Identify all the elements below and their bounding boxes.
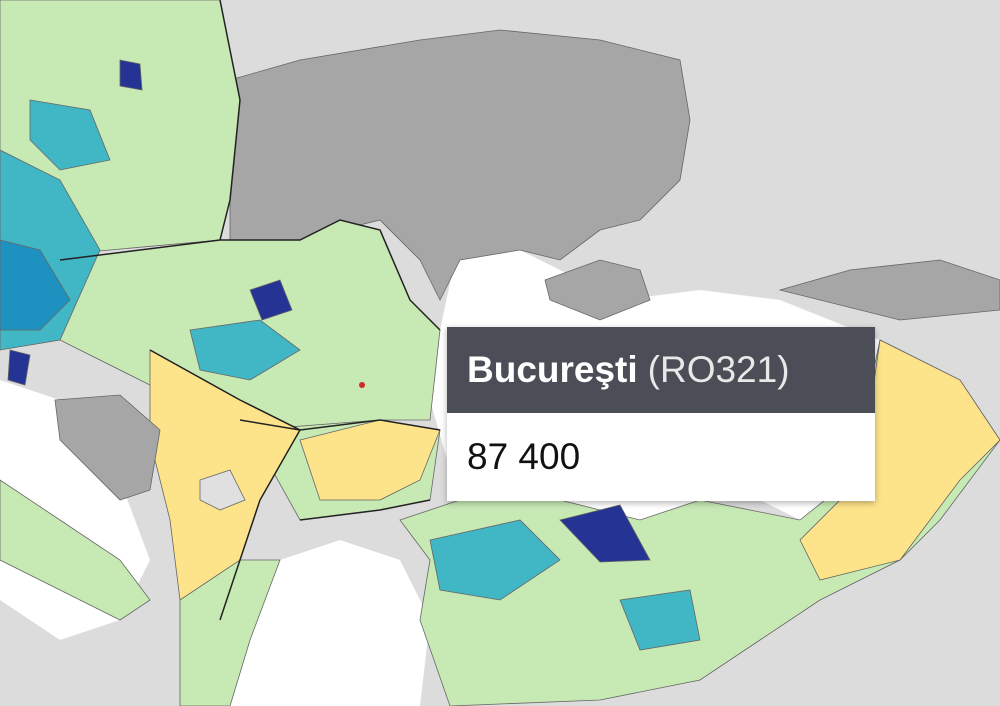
region[interactable] bbox=[0, 239, 71, 331]
non-eu-country bbox=[778, 259, 1000, 321]
region[interactable] bbox=[559, 504, 651, 563]
country-border bbox=[239, 419, 441, 431]
non-eu-country bbox=[229, 29, 691, 301]
region-name: Bucureşti bbox=[467, 349, 638, 390]
tooltip-header: Bucureşti (RO321) bbox=[447, 327, 875, 413]
country-border bbox=[299, 499, 431, 521]
region[interactable] bbox=[249, 279, 293, 321]
region[interactable] bbox=[189, 319, 301, 381]
region[interactable] bbox=[29, 99, 111, 171]
country-border bbox=[219, 0, 241, 241]
region[interactable] bbox=[619, 589, 701, 651]
tooltip: Bucureşti (RO321) 87 400 bbox=[447, 327, 875, 501]
country-border bbox=[59, 219, 441, 331]
region[interactable] bbox=[429, 519, 561, 601]
region-code: (RO321) bbox=[647, 349, 790, 390]
region-value: 87 400 bbox=[447, 413, 875, 501]
region[interactable] bbox=[7, 349, 31, 386]
region[interactable] bbox=[0, 479, 151, 621]
region[interactable] bbox=[119, 59, 143, 91]
region[interactable] bbox=[399, 339, 1000, 706]
non-eu-country bbox=[544, 259, 651, 321]
sea bbox=[230, 540, 430, 706]
country-border bbox=[149, 349, 302, 621]
non-eu-country bbox=[199, 469, 246, 511]
selected-region[interactable] bbox=[359, 382, 365, 388]
non-eu-country bbox=[54, 394, 161, 501]
